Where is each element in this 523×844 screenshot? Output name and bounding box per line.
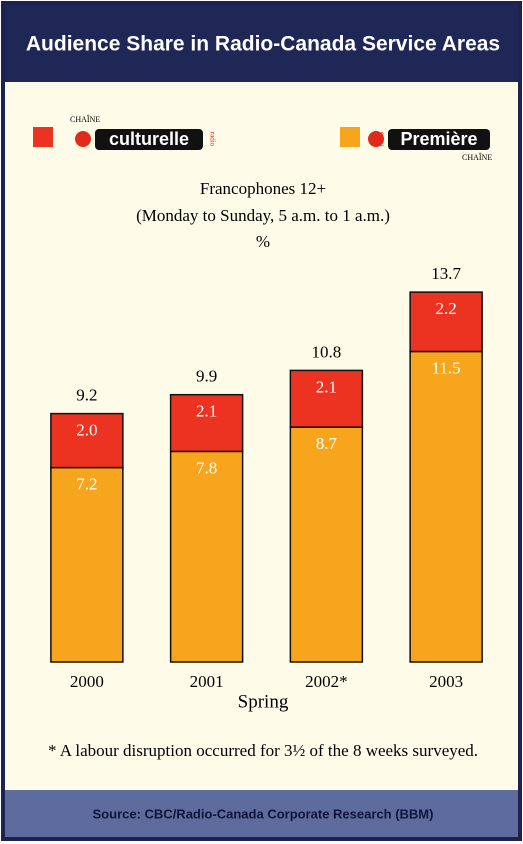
data-label: 2.1 bbox=[196, 402, 217, 421]
data-label: 7.2 bbox=[76, 475, 97, 494]
logo-text: CHAÎNE bbox=[462, 152, 492, 162]
subtitle: % bbox=[256, 232, 270, 251]
x-tick-label: 2000 bbox=[70, 672, 104, 691]
bar-segment bbox=[50, 412, 124, 469]
data-label: 2.2 bbox=[436, 299, 457, 318]
subtitle: Francophones 12+ bbox=[200, 179, 326, 198]
x-tick-label: 2003 bbox=[429, 672, 463, 691]
logo-text: radio bbox=[208, 132, 216, 147]
logo-text: radio bbox=[378, 131, 386, 146]
data-label: 8.7 bbox=[316, 434, 338, 453]
data-label: 11.5 bbox=[432, 358, 461, 377]
chart-title: Audience Share in Radio-Canada Service A… bbox=[26, 33, 500, 56]
bar-segment bbox=[289, 369, 364, 428]
bar-segment bbox=[409, 350, 483, 663]
logo-gem bbox=[75, 131, 91, 147]
data-label: 2.1 bbox=[316, 377, 337, 396]
total-label: 10.8 bbox=[312, 342, 342, 361]
x-tick-label: 2002* bbox=[305, 672, 348, 691]
bar-segment bbox=[169, 450, 244, 663]
total-label: 9.9 bbox=[196, 367, 217, 386]
logo-box bbox=[388, 129, 490, 150]
bar-segment bbox=[409, 291, 483, 353]
footer-band bbox=[5, 790, 518, 837]
data-label: 7.8 bbox=[196, 458, 217, 477]
bar-segment bbox=[50, 466, 124, 663]
logo-box bbox=[95, 129, 203, 150]
note: * A labour disruption occurred for 3½ of… bbox=[48, 741, 478, 760]
header-band bbox=[5, 5, 518, 82]
legend-swatch bbox=[33, 127, 53, 147]
logo-gem bbox=[368, 131, 384, 147]
total-label: 13.7 bbox=[431, 264, 461, 283]
logo-text: CHAÎNE bbox=[70, 114, 100, 124]
bar-segment bbox=[289, 426, 364, 663]
legend-swatch bbox=[340, 127, 360, 147]
source: Source: CBC/Radio-Canada Corporate Resea… bbox=[93, 806, 434, 821]
legend-label: Première bbox=[400, 129, 477, 149]
total-label: 9.2 bbox=[76, 386, 97, 405]
x-axis-label: Spring bbox=[238, 691, 289, 712]
bar-segment bbox=[169, 393, 244, 453]
subtitle: (Monday to Sunday, 5 a.m. to 1 a.m.) bbox=[136, 206, 390, 225]
data-label: 2.0 bbox=[76, 421, 97, 440]
legend-label: culturelle bbox=[109, 129, 189, 149]
x-tick-label: 2001 bbox=[190, 672, 224, 691]
